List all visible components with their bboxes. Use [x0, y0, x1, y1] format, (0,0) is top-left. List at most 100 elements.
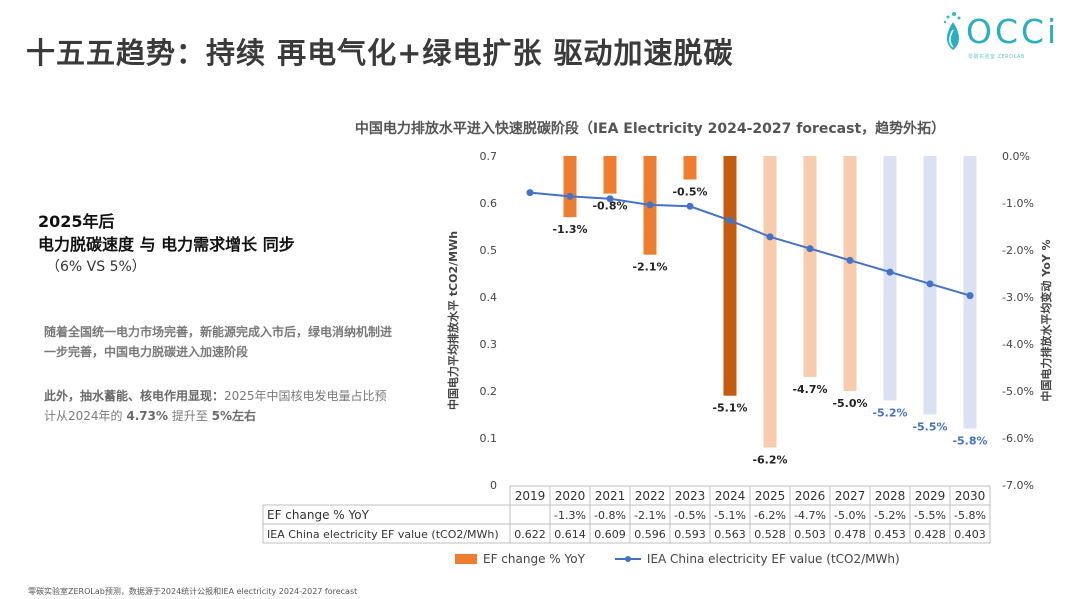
table-cell: -1.3%	[554, 509, 586, 522]
table-cell: 0.428	[914, 528, 946, 541]
table-row-label: EF change % YoY	[267, 508, 370, 522]
left-axis-tick: 0	[490, 479, 497, 492]
footnote-source: 零碳实验室ZEROLab预测，数据源于2024统计公报和IEA electric…	[28, 587, 358, 596]
table-cell: 0.614	[554, 528, 586, 541]
ef-point-2026	[806, 245, 814, 253]
logo-text: OCCi	[966, 12, 1060, 51]
table-cell: -5.0%	[834, 509, 866, 522]
table-cell: 0.596	[634, 528, 666, 541]
x-tick-label: 2023	[675, 489, 706, 503]
left-axis-tick: 0.1	[480, 432, 498, 445]
bar-2028	[883, 156, 897, 401]
bar-label-2029: -5.5%	[912, 421, 947, 434]
water-drop-icon	[943, 12, 961, 50]
bar-label-2022: -2.1%	[632, 261, 667, 274]
left-axis-tick: 0.2	[480, 385, 498, 398]
ef-point-2020	[566, 192, 574, 200]
legend-item-bar: EF change % YoY	[455, 552, 585, 566]
table-cell: -2.1%	[634, 509, 666, 522]
chart-title: 中国电力排放水平进入快速脱碳阶段（IEA Electricity 2024-20…	[355, 120, 945, 137]
table-row-label: IEA China electricity EF value (tCO2/MWh…	[267, 528, 499, 541]
headline-statement: 电力脱碳速度 与 电力需求增长 同步	[38, 235, 295, 254]
ef-point-2025	[766, 233, 774, 241]
nuclear-paragraph: 此外，抽水蓄能、核电作用显现：2025年中国核电发电量占比预计从2024年的 4…	[44, 386, 394, 426]
bar-2020	[563, 156, 577, 218]
table-cell: -5.1%	[714, 509, 746, 522]
left-axis-tick: 0.4	[480, 291, 498, 304]
table-cell: -4.7%	[794, 509, 826, 522]
table-cell: -5.8%	[954, 509, 986, 522]
left-axis-tick: 0.7	[480, 150, 498, 163]
left-axis-tick: 0.6	[480, 197, 498, 210]
ef-line	[529, 191, 971, 297]
occi-logo: OCCi 零碳实验室 ZEROLAB	[940, 10, 1060, 60]
chart-legend: EF change % YoY IEA China electricity EF…	[455, 552, 900, 566]
ef-point-2022	[646, 201, 654, 209]
left-axis-tick: 0.3	[480, 338, 498, 351]
nuclear-share-2025: 5%左右	[211, 409, 257, 423]
slide-title: 十五五趋势：持续 再电气化+绿电扩张 驱动加速脱碳	[26, 36, 734, 70]
bar-label-2023: -0.5%	[672, 186, 707, 199]
right-axis-tick: -7.0%	[1002, 479, 1034, 492]
x-tick-label: 2027	[835, 489, 866, 503]
table-cell: 0.593	[674, 528, 706, 541]
table-cell: 0.453	[874, 528, 906, 541]
x-tick-label: 2021	[595, 489, 626, 503]
legend-bar-swatch	[455, 554, 477, 564]
x-tick-label: 2022	[635, 489, 666, 503]
table-cell: -6.2%	[754, 509, 786, 522]
right-axis-tick: -3.0%	[1002, 291, 1034, 304]
bar-2021	[603, 156, 617, 194]
left-axis-tick: 0.5	[480, 244, 498, 257]
x-tick-label: 2028	[875, 489, 906, 503]
ef-point-2023	[686, 202, 694, 210]
table-cell: 0.528	[754, 528, 786, 541]
right-axis-tick: -4.0%	[1002, 338, 1034, 351]
headline-year: 2025年后	[38, 212, 115, 231]
legend-line-swatch	[614, 554, 641, 564]
ef-point-2021	[606, 195, 614, 203]
headline-subnote: （6% VS 5%）	[46, 259, 146, 275]
table-cell: 0.622	[514, 528, 546, 541]
table-cell: -0.8%	[594, 509, 626, 522]
ef-point-2030	[966, 292, 974, 300]
x-tick-label: 2020	[555, 489, 586, 503]
bar-2023	[683, 156, 697, 180]
table-cell: 0.563	[714, 528, 746, 541]
left-axis-label: 中国电力平均排放水平 tCO2/MWh	[446, 231, 460, 410]
bar-label-2021: -0.8%	[592, 200, 627, 213]
right-axis-label: 中国电力排放水平均变动 YoY %	[1039, 239, 1053, 401]
ef-point-2028	[886, 268, 894, 276]
table-cell: -5.2%	[874, 509, 906, 522]
legend-item-line: IEA China electricity EF value (tCO2/MWh…	[614, 552, 900, 566]
bar-2027	[843, 156, 857, 391]
nuclear-paragraph-text-1: 2025年中国核电发电量占比预计从2024年的	[44, 389, 387, 423]
ef-point-2019	[526, 189, 534, 197]
bar-label-2024: -5.1%	[712, 402, 747, 415]
table-cell: -5.5%	[914, 509, 946, 522]
bar-label-2028: -5.2%	[872, 406, 907, 419]
bar-label-2030: -5.8%	[952, 435, 987, 448]
ef-point-2024	[726, 216, 734, 224]
legend-bar-label: EF change % YoY	[483, 552, 585, 566]
table-cell: 0.503	[794, 528, 826, 541]
x-tick-label: 2030	[955, 489, 986, 503]
bar-label-2025: -6.2%	[752, 453, 787, 466]
x-tick-label: 2024	[715, 489, 746, 503]
bar-2024	[723, 156, 737, 396]
ef-point-2027	[846, 256, 854, 264]
nuclear-paragraph-text-2: 提升至	[168, 409, 212, 423]
table-cell: 0.403	[954, 528, 986, 541]
table-cell: 0.478	[834, 528, 866, 541]
nuclear-paragraph-lead: 此外，抽水蓄能、核电作用显现：	[44, 389, 225, 403]
right-axis-tick: -1.0%	[1002, 197, 1034, 210]
logo-tagline: 零碳实验室 ZEROLAB	[968, 54, 1025, 60]
bar-label-2026: -4.7%	[792, 383, 827, 396]
table-cell: -0.5%	[674, 509, 706, 522]
market-paragraph: 随着全国统一电力市场完善，新能源完成入市后，绿电消纳机制进一步完善，中国电力脱碳…	[44, 325, 393, 359]
bar-label-2020: -1.3%	[552, 223, 587, 236]
bar-label-2027: -5.0%	[832, 397, 867, 410]
x-tick-label: 2019	[515, 489, 546, 503]
bar-2025	[763, 156, 777, 448]
